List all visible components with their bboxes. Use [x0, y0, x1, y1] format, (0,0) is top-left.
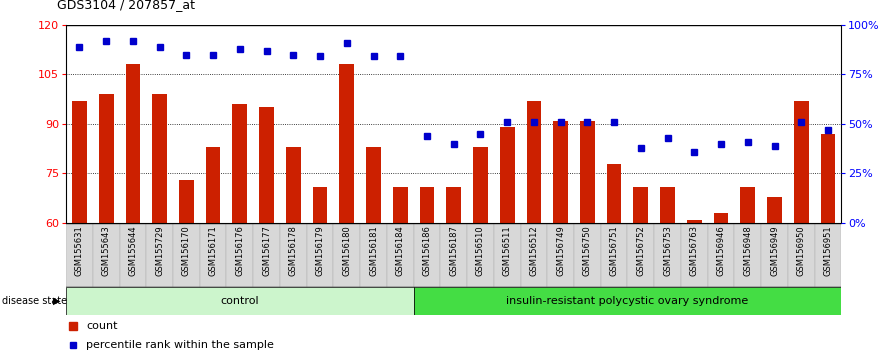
Text: GSM155729: GSM155729 — [155, 225, 164, 275]
Bar — [815, 223, 841, 287]
Text: GSM156178: GSM156178 — [289, 225, 298, 276]
Bar — [419, 187, 434, 223]
Text: ▶: ▶ — [53, 296, 61, 306]
Text: GSM156187: GSM156187 — [449, 225, 458, 276]
Text: GSM155643: GSM155643 — [101, 225, 111, 276]
Bar — [387, 223, 413, 287]
Bar — [126, 64, 140, 223]
Text: GSM156949: GSM156949 — [770, 225, 779, 275]
Text: GSM156753: GSM156753 — [663, 225, 672, 276]
Bar — [360, 223, 387, 287]
Bar — [233, 104, 248, 223]
Bar — [574, 223, 601, 287]
Bar — [286, 147, 300, 223]
Bar — [521, 223, 547, 287]
Bar — [413, 223, 440, 287]
Bar — [820, 134, 835, 223]
Bar — [527, 101, 541, 223]
Bar — [447, 187, 461, 223]
Bar — [633, 187, 648, 223]
Bar — [66, 223, 93, 287]
Bar — [120, 223, 146, 287]
Text: insulin-resistant polycystic ovary syndrome: insulin-resistant polycystic ovary syndr… — [507, 296, 749, 306]
FancyBboxPatch shape — [66, 287, 413, 315]
Bar — [494, 223, 521, 287]
FancyBboxPatch shape — [413, 287, 841, 315]
Bar — [173, 223, 200, 287]
Bar — [794, 101, 809, 223]
Bar — [735, 223, 761, 287]
Text: GSM156749: GSM156749 — [556, 225, 565, 276]
Bar — [660, 187, 675, 223]
Text: GSM156177: GSM156177 — [262, 225, 271, 276]
Bar — [627, 223, 655, 287]
Bar — [607, 164, 621, 223]
Text: disease state: disease state — [2, 296, 67, 306]
Bar — [313, 187, 328, 223]
Bar — [788, 223, 815, 287]
Bar — [547, 223, 574, 287]
Bar — [473, 147, 488, 223]
Text: GSM156948: GSM156948 — [744, 225, 752, 276]
Bar — [179, 180, 194, 223]
Text: GSM156184: GSM156184 — [396, 225, 404, 276]
Bar — [767, 196, 781, 223]
Bar — [687, 220, 701, 223]
Bar — [93, 223, 120, 287]
Bar — [259, 107, 274, 223]
Text: GSM156752: GSM156752 — [636, 225, 646, 276]
Bar — [714, 213, 729, 223]
Text: GSM156179: GSM156179 — [315, 225, 324, 276]
Text: GSM156180: GSM156180 — [343, 225, 352, 276]
Bar — [200, 223, 226, 287]
Text: GSM155644: GSM155644 — [129, 225, 137, 275]
Text: control: control — [220, 296, 259, 306]
Text: GSM156511: GSM156511 — [503, 225, 512, 275]
Bar — [146, 223, 173, 287]
Bar — [500, 127, 515, 223]
Bar — [72, 101, 87, 223]
Text: GSM156750: GSM156750 — [583, 225, 592, 276]
Bar — [681, 223, 707, 287]
Text: GSM156510: GSM156510 — [476, 225, 485, 275]
Bar — [99, 94, 114, 223]
Bar — [339, 64, 354, 223]
Bar — [761, 223, 788, 287]
Text: GSM155631: GSM155631 — [75, 225, 84, 276]
Bar — [226, 223, 253, 287]
Text: count: count — [86, 321, 117, 331]
Bar — [655, 223, 681, 287]
Bar — [553, 121, 568, 223]
Text: GSM156181: GSM156181 — [369, 225, 378, 276]
Text: GSM156950: GSM156950 — [796, 225, 806, 275]
Bar — [333, 223, 360, 287]
Text: GSM156951: GSM156951 — [824, 225, 833, 275]
Text: GSM156171: GSM156171 — [209, 225, 218, 276]
Text: GDS3104 / 207857_at: GDS3104 / 207857_at — [57, 0, 196, 11]
Bar — [707, 223, 735, 287]
Text: GSM156512: GSM156512 — [529, 225, 538, 275]
Text: GSM156170: GSM156170 — [181, 225, 191, 276]
Bar — [280, 223, 307, 287]
Bar — [440, 223, 467, 287]
Bar — [152, 94, 167, 223]
Bar — [467, 223, 494, 287]
Bar — [366, 147, 381, 223]
Bar — [206, 147, 220, 223]
Bar — [740, 187, 755, 223]
Text: GSM156763: GSM156763 — [690, 225, 699, 276]
Text: GSM156176: GSM156176 — [235, 225, 244, 276]
Bar — [580, 121, 595, 223]
Text: GSM156186: GSM156186 — [423, 225, 432, 276]
Bar — [307, 223, 333, 287]
Bar — [253, 223, 280, 287]
Text: percentile rank within the sample: percentile rank within the sample — [86, 341, 274, 350]
Text: GSM156946: GSM156946 — [716, 225, 726, 276]
Text: GSM156751: GSM156751 — [610, 225, 618, 276]
Bar — [393, 187, 408, 223]
Bar — [601, 223, 627, 287]
